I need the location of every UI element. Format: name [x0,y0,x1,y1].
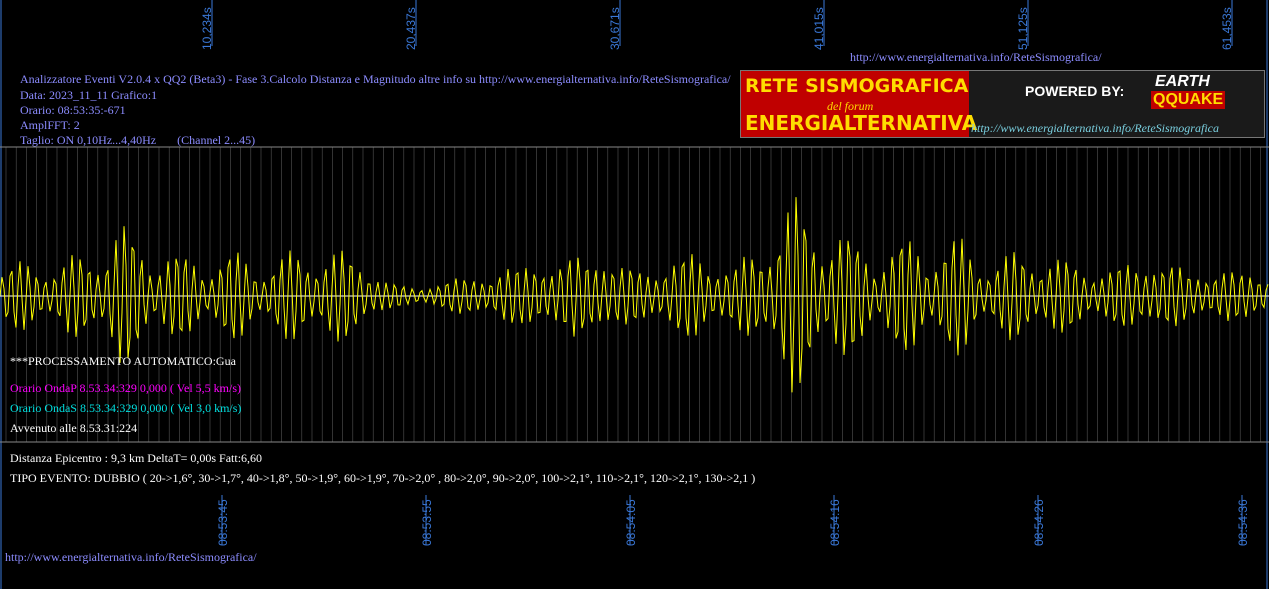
logo-powered-by: POWERED BY: [1025,83,1125,99]
bottom-tick-label: 08:54:16 [828,499,842,546]
processing-status: ***PROCESSAMENTO AUTOMATICO:Gua [10,354,236,368]
bottom-tick-label: 08:54:26 [1032,499,1046,546]
onda-s-time: Orario OndaS 8.53.34:329 0,000 ( Vel 3,0… [10,401,242,415]
logo-title: RETE SISMOGRAFICA [745,75,969,97]
top-tick-label: 51,125s [1016,7,1030,50]
top-tick-label: 20,437s [404,7,418,50]
bottom-tick-marks [221,495,1243,545]
info-line-1: Analizzatore Eventi V2.0.4 x QQ2 (Beta3)… [20,72,731,86]
bottom-tick-label: 08:53:45 [216,499,230,546]
onda-p-time: Orario OndaP 8.53.34:329 0,000 ( Vel 5,5… [10,381,241,395]
logo-subtitle: ENERGIALTERNATIVA [745,111,978,135]
top-url[interactable]: http://www.energialternativa.info/ReteSi… [850,50,1102,64]
top-tick-label: 61,453s [1220,7,1234,50]
info-line-5: Taglio: ON 0,10Hz...4,40Hz (Channel 2...… [20,133,256,147]
logo-red-panel [741,71,969,137]
info-line-2: Data: 2023_11_11 Grafico:1 [20,88,158,102]
top-tick-label: 30,671s [608,7,622,50]
top-tick-marks [211,0,1233,46]
footer-url[interactable]: http://www.energialternativa.info/ReteSi… [5,550,257,564]
logo-brand-earth: EARTH [1155,73,1210,90]
logo-forum: del forum [827,99,874,113]
seismic-waveform [0,197,1269,393]
bottom-tick-label: 08:54:36 [1236,499,1250,546]
bottom-tick-label: 08:53:55 [420,499,434,546]
epicenter-distance: Distanza Epicentro : 9,3 km DeltaT= 0,00… [10,451,263,465]
top-tick-label: 10,234s [200,7,214,50]
event-time: Avvenuto alle 8.53.31:224 [10,421,138,435]
event-type: TIPO EVENTO: DUBBIO ( 20->1,6°, 30->1,7°… [10,471,756,485]
grid-lines [5,147,1261,442]
logo-brand-quake: QQUAKE [1151,91,1226,109]
top-tick-label: 41,015s [812,7,826,50]
bottom-tick-label: 08:54:05 [624,499,638,546]
info-line-4: AmplFFT: 2 [20,118,80,132]
rete-sismografica-logo[interactable]: RETE SISMOGRAFICA del forum ENERGIALTERN… [740,70,1265,138]
logo-url: http://www.energialternativa.info/ReteSi… [971,121,1219,135]
info-line-3: Orario: 08:53:35:-671 [20,103,126,117]
